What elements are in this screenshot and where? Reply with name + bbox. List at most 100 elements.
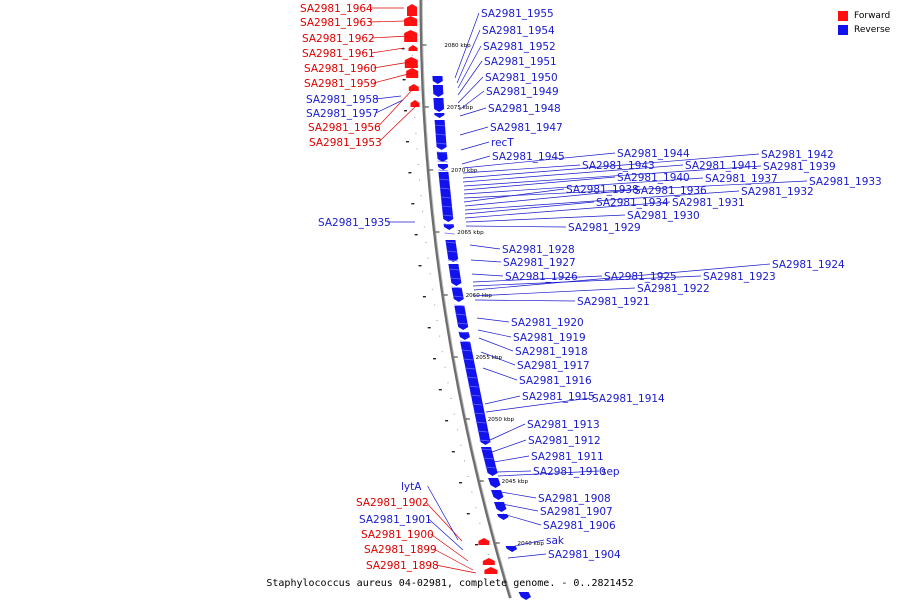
forward-connector [433,548,474,571]
track-dot [436,320,438,321]
reverse-connector [497,470,600,477]
reverse-gene-label-sa2981-1922: SA2981_1922 [637,283,710,295]
legend-item-reverse: Reverse [838,23,890,37]
track-dot [422,210,424,212]
reverse-gene-divider [443,223,454,226]
map-caption: Staphylococcus aureus 04-02981, complete… [266,578,634,589]
track-dot [427,257,429,259]
reverse-gene-label-sa2981-1906: SA2981_1906 [543,520,616,532]
reverse-connector [463,188,565,203]
reverse-gene-label-sa2981-1952: SA2981_1952 [483,41,556,53]
track-dot [419,179,421,181]
track-dot [429,273,431,275]
reverse-connector [460,141,490,151]
forward-gene [404,30,418,42]
reverse-gene-divider [475,421,486,424]
reverse-connector [427,485,459,541]
reverse-gene-label-sa2981-1949: SA2981_1949 [486,86,559,98]
reverse-gene [443,224,455,230]
reverse-gene-divider [466,376,477,379]
scale-tick-label: 2065 kbp [457,230,484,236]
reverse-gene-label-sa2981-1944: SA2981_1944 [617,148,690,160]
track-mark [466,513,470,515]
legend-label-forward: Forward [854,11,891,21]
reverse-gene-divider [439,187,450,190]
track-dot [420,195,422,197]
reverse-gene-label-rect: recT [491,137,514,149]
reverse-gene-divider [457,322,468,325]
reverse-connector [491,439,527,453]
reverse-gene-label-sa2981-1926: SA2981_1926 [505,271,578,283]
scale-tick-label: 2075 kbp [447,105,474,111]
track-mark [459,482,463,484]
track-dot [414,117,416,119]
scale-tick-label: 2050 kbp [488,417,515,423]
forward-gene-label-sa2981-1964: SA2981_1964 [300,3,373,15]
forward-gene-label-sa2981-1962: SA2981_1962 [302,33,375,45]
forward-gene [406,68,419,78]
track-mark [401,48,405,50]
reverse-connector [462,164,581,174]
reverse-connector [464,190,740,211]
reverse-gene-divider [477,430,488,433]
reverse-connector [505,539,545,549]
legend-label-reverse: Reverse [854,25,891,35]
reverse-gene [460,342,491,445]
reverse-gene-label-sa2981-1938: SA2981_1938 [566,184,639,196]
reverse-gene [432,76,443,84]
track-dot [444,366,446,368]
reverse-connector [472,275,603,283]
reverse-gene-divider [440,196,451,199]
forward-connector [430,533,469,562]
reverse-gene-label-sa2981-1933: SA2981_1933 [809,176,882,188]
reverse-gene-divider [444,232,455,235]
reverse-gene-label-sa2981-1951: SA2981_1951 [484,56,557,68]
legend: Forward Reverse [838,9,890,37]
track-mark [422,296,426,298]
reverse-gene-divider [454,304,465,307]
reverse-gene-divider [447,259,458,262]
reverse-gene-label-sa2981-1901: SA2981_1901 [359,514,432,526]
scale-tick-label: 2045 kbp [502,479,529,485]
reverse-gene-divider [481,448,492,451]
reverse-gene-label-sa2981-1907: SA2981_1907 [540,506,613,518]
reverse-connector [493,455,530,463]
legend-swatch-forward [838,11,848,21]
reverse-gene-label-sak: sak [546,535,565,547]
track-dot [471,491,473,493]
reverse-gene-label-sa2981-1929: SA2981_1929 [568,222,641,234]
track-mark [451,451,455,453]
reverse-gene-divider [438,169,449,172]
reverse-connector [428,518,464,551]
reverse-gene-divider [442,214,453,217]
forward-gene-label-sa2981-1902: SA2981_1902 [356,497,429,509]
reverse-connector [464,201,671,219]
track-dot [416,148,418,150]
track-dot [487,554,489,555]
reverse-gene-divider [451,286,462,289]
reverse-gene [454,306,469,330]
reverse-gene-divider [455,313,466,316]
forward-connector [377,87,415,128]
reverse-connector [464,201,595,215]
forward-gene [404,16,418,26]
reverse-connector [462,153,760,179]
reverse-gene-divider [463,358,474,361]
forward-gene [484,567,498,574]
forward-gene [407,4,417,16]
reverse-gene-divider [441,205,452,208]
track-mark [438,389,442,391]
reverse-gene-divider [450,277,461,280]
reverse-gene-label-sa2981-1939: SA2981_1939 [763,161,836,173]
reverse-connector [375,99,404,114]
reverse-connector [502,513,542,526]
reverse-gene-label-sa2981-1931: SA2981_1931 [672,197,745,209]
reverse-gene-divider [468,385,479,388]
reverse-gene-label-sa2981-1904: SA2981_1904 [548,549,621,561]
track-dot [441,351,443,353]
reverse-connector [471,273,504,277]
reverse-gene [434,120,447,150]
forward-gene-label-sa2981-1898: SA2981_1898 [366,560,439,572]
reverse-connector [470,259,502,263]
